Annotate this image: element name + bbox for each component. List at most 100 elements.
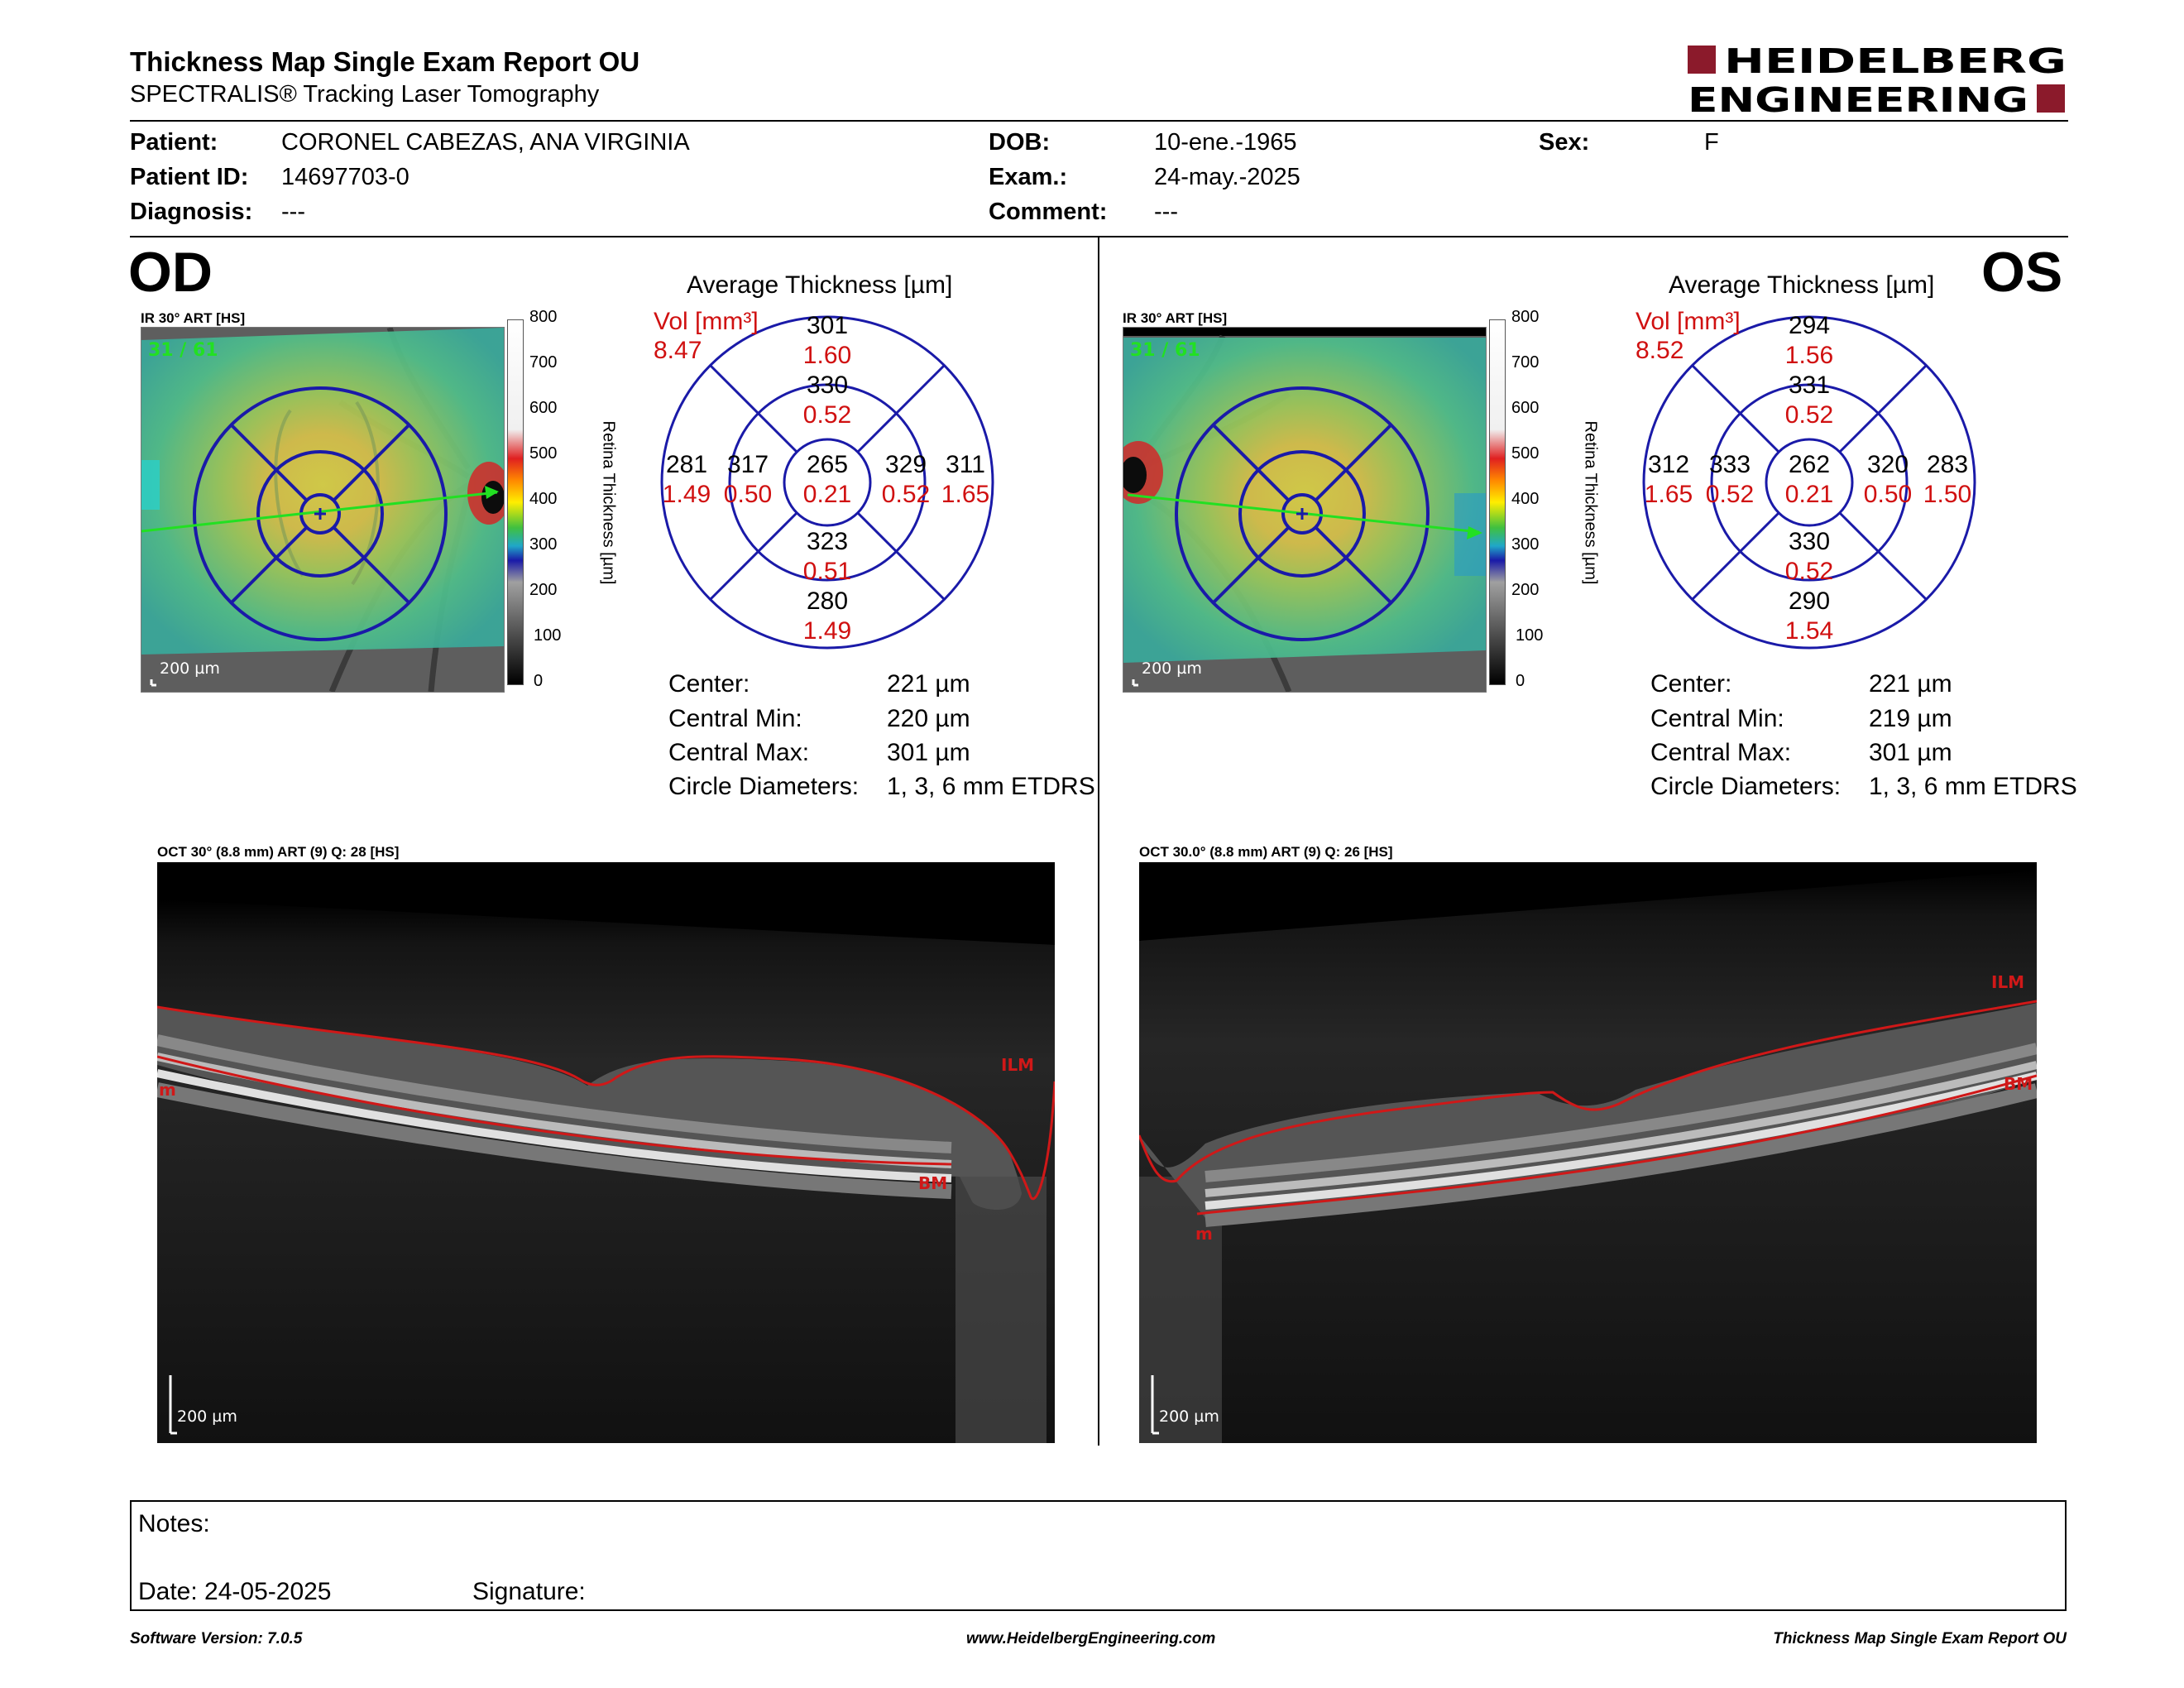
- heidelberg-logo: HEIDELBERG ENGINEERING: [1688, 41, 2067, 120]
- sex-label: Sex:: [1539, 129, 1590, 156]
- os-central-min-value: 219 µm: [1869, 705, 1952, 732]
- diagnosis-label: Diagnosis:: [130, 199, 253, 225]
- od-inner-left: 317: [726, 451, 769, 478]
- os-vol-label: Vol [mm³]: [1636, 308, 1741, 335]
- os-bm-line: [1196, 1074, 2037, 1216]
- os-avg-title: Average Thickness [µm]: [1669, 271, 1935, 299]
- od-tick: 400: [529, 490, 558, 508]
- od-tick: 200: [529, 581, 558, 599]
- os-outer-bottom: 290: [1788, 587, 1831, 615]
- od-tick: 800: [529, 308, 558, 326]
- os-outer-bottom-vol: 1.54: [1784, 617, 1834, 645]
- os-inner-right-vol: 0.50: [1863, 481, 1913, 508]
- os-inner-top: 331: [1788, 372, 1831, 399]
- od-outer-left-vol: 1.49: [662, 481, 711, 508]
- os-tick: 700: [1511, 353, 1540, 372]
- od-outer-bottom: 280: [806, 587, 849, 615]
- od-inner-bottom-vol: 0.51: [802, 558, 852, 585]
- eye-label-os: OS: [1981, 241, 2063, 304]
- os-central-max-label: Central Max:: [1650, 739, 1792, 766]
- od-colorbar-title: Retina Thickness [µm]: [599, 420, 618, 585]
- os-ir-counter: 31 / 61: [1130, 340, 1200, 361]
- od-outer-left: 281: [665, 451, 708, 478]
- od-thickness-colorbar: [507, 319, 524, 685]
- os-etdrs-chart: [1642, 315, 1976, 650]
- od-tick: 100: [534, 626, 562, 645]
- os-ilm-label: ILM: [1991, 972, 2024, 992]
- comment-value: ---: [1154, 199, 1178, 225]
- patient-divider: [130, 236, 2068, 237]
- os-tick: 100: [1516, 626, 1544, 645]
- od-oct-bscan: ILM BM m 200 µm: [157, 862, 1055, 1443]
- os-etdrs-values: 294 1.56 331 0.52 312 1.65 333 0.52 262 …: [1636, 310, 2000, 658]
- patient-id: 14697703-0: [281, 164, 410, 190]
- os-tick: 200: [1511, 581, 1540, 599]
- os-center-label: Center:: [1650, 670, 1732, 698]
- od-center: 265: [806, 451, 849, 478]
- os-circle-diam-label: Circle Diameters:: [1650, 773, 1842, 800]
- od-colorbar-ticks: 800 700 600 500 400 300 200 100 0: [529, 308, 563, 690]
- os-inner-left: 333: [1708, 451, 1751, 478]
- os-tick: 400: [1511, 490, 1540, 508]
- os-inner-right: 320: [1866, 451, 1909, 478]
- logo-line2: ENGINEERING: [1688, 80, 2028, 120]
- od-central-max-label: Central Max:: [668, 739, 810, 766]
- footer-report-name: Thickness Map Single Exam Report OU: [1773, 1630, 2067, 1647]
- notes-box[interactable]: Notes: Date: 24-05-2025 Signature:: [130, 1500, 2067, 1611]
- od-ir-counter: 31 / 61: [148, 340, 218, 361]
- patient-label: Patient:: [130, 129, 218, 156]
- signature-label: Signature:: [472, 1578, 586, 1605]
- dob-label: DOB:: [989, 129, 1051, 156]
- od-fundus-scale: 200 µm: [160, 659, 220, 678]
- od-center-vol: 0.21: [802, 481, 852, 508]
- os-center: 262: [1788, 451, 1831, 478]
- logo-square-bottom: [2037, 84, 2065, 113]
- od-oct-scale: 200 µm: [177, 1407, 237, 1426]
- os-etdrs-grid: [1175, 386, 1430, 641]
- od-etdrs-chart: [660, 315, 994, 650]
- os-vol-total: 8.52: [1636, 337, 1684, 364]
- od-inner-bottom: 323: [806, 528, 849, 555]
- os-central-max-value: 301 µm: [1869, 739, 1952, 766]
- od-vol-total: 8.47: [654, 337, 702, 364]
- od-center-value: 221 µm: [887, 670, 970, 698]
- sex-value: F: [1704, 129, 1719, 156]
- od-ir-caption: IR 30° ART [HS]: [141, 310, 246, 326]
- patient-id-label: Patient ID:: [130, 164, 249, 190]
- od-avg-title: Average Thickness [µm]: [687, 271, 953, 299]
- od-outer-top: 301: [806, 312, 849, 339]
- od-bm-label: BM: [918, 1173, 947, 1193]
- eye-label-od: OD: [128, 241, 213, 304]
- os-ilm-line: [1139, 1000, 2037, 1183]
- od-tick: 0: [534, 672, 544, 690]
- od-outer-right-vol: 1.65: [941, 481, 990, 508]
- footer-website[interactable]: www.HeidelbergEngineering.com: [966, 1630, 1216, 1647]
- od-oct-caption: OCT 30° (8.8 mm) ART (9) Q: 28 [HS]: [157, 844, 400, 860]
- os-fundus-scale: 200 µm: [1142, 659, 1202, 678]
- od-outer-bottom-vol: 1.49: [802, 617, 852, 645]
- od-ilm-label: ILM: [1001, 1055, 1034, 1075]
- os-inner-left-vol: 0.52: [1705, 481, 1755, 508]
- od-central-max-value: 301 µm: [887, 739, 970, 766]
- od-etdrs-grid: [193, 386, 448, 641]
- os-bm-label: BM: [2004, 1074, 2033, 1094]
- os-oct-caption: OCT 30.0° (8.8 mm) ART (9) Q: 26 [HS]: [1139, 844, 1393, 860]
- od-inner-right: 329: [884, 451, 927, 478]
- od-tick: 300: [529, 535, 558, 554]
- od-inner-top: 330: [806, 372, 849, 399]
- os-inner-bottom: 330: [1788, 528, 1831, 555]
- os-oct-scale: 200 µm: [1159, 1407, 1219, 1426]
- diagnosis-value: ---: [281, 199, 305, 225]
- exam-label: Exam.:: [989, 164, 1068, 190]
- od-tick: 700: [529, 353, 558, 372]
- os-outer-right-vol: 1.50: [1923, 481, 1972, 508]
- os-center-vol: 0.21: [1784, 481, 1834, 508]
- os-outer-top-vol: 1.56: [1784, 342, 1834, 369]
- od-vol-label: Vol [mm³]: [654, 308, 759, 335]
- os-center-value: 221 µm: [1869, 670, 1952, 698]
- report-title: Thickness Map Single Exam Report OU: [130, 46, 640, 77]
- os-tick: 300: [1511, 535, 1540, 554]
- od-outer-top-vol: 1.60: [802, 342, 852, 369]
- os-inner-top-vol: 0.52: [1784, 401, 1834, 429]
- od-tick: 500: [529, 444, 558, 463]
